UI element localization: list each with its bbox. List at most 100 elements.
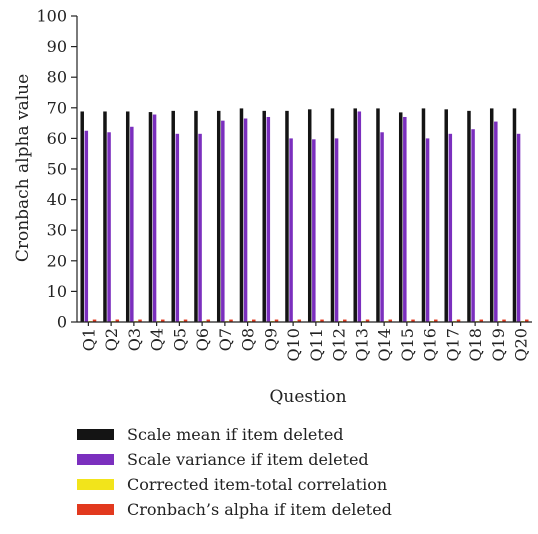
bar-series-4-q20: [525, 319, 529, 322]
bar-series-4-q16: [434, 319, 438, 322]
bar-series-2-q17: [448, 133, 453, 322]
bar-series-2-q18: [471, 129, 475, 322]
bar-series-2-q7: [221, 120, 225, 322]
bar-series-1-q7: [216, 110, 221, 322]
bar-series-1-q16: [421, 108, 426, 322]
bar-series-4-q4: [161, 319, 165, 322]
y-axis: 0 10 20 30 40 50 60 70 80 90 100: [36, 7, 78, 332]
y-tick-label: 20: [47, 251, 67, 270]
bar-series-4-q5: [183, 319, 188, 322]
bar-series-4-q10: [297, 319, 302, 322]
x-tick-label: Q4: [148, 328, 167, 351]
bar-series-4-q3: [138, 319, 142, 322]
x-axis-title: Question: [269, 387, 346, 407]
legend-label-4: Cronbach’s alpha if item deleted: [127, 500, 392, 519]
bar-series-2-q20: [516, 133, 521, 322]
x-tick-label: Q16: [421, 328, 440, 361]
y-tick-label: 70: [47, 98, 67, 117]
x-tick-label: Q18: [466, 328, 485, 361]
bar-series-2-q8: [243, 118, 248, 322]
bar-series-1-q2: [103, 111, 107, 322]
y-tick-label: 0: [57, 313, 67, 332]
bar-series-2-q13: [357, 111, 362, 322]
bar-series-4-q18: [479, 319, 484, 322]
x-tick-label: Q17: [443, 328, 462, 361]
bar-series-2-q2: [107, 132, 111, 322]
bars: [80, 108, 529, 322]
x-tick-label: Q2: [102, 328, 121, 351]
bar-series-4-q17: [456, 319, 461, 322]
bar-series-1-q15: [398, 112, 403, 322]
bar-series-2-q15: [403, 116, 407, 322]
bar-series-1-q1: [80, 111, 84, 322]
x-tick-label: Q15: [398, 328, 417, 361]
bar-series-2-q14: [380, 132, 384, 322]
y-tick-label: 100: [36, 7, 67, 26]
bar-series-4-q2: [115, 319, 120, 322]
bar-series-1-q18: [467, 110, 471, 322]
bar-series-1-q6: [194, 110, 198, 322]
bar-series-1-q8: [239, 108, 244, 322]
bar-series-1-q13: [353, 108, 357, 322]
x-tick-label: Q10: [284, 328, 303, 361]
bar-series-4-q19: [502, 319, 506, 322]
legend-label-1: Scale mean if item deleted: [127, 425, 344, 444]
legend-label-2: Scale variance if item deleted: [127, 450, 369, 469]
bar-series-2-q12: [334, 138, 339, 322]
legend-label-3: Corrected item-total correlation: [127, 475, 387, 494]
legend-swatch-3: [77, 479, 114, 490]
x-tick-label: Q20: [512, 328, 531, 361]
y-axis-title: Cronbach alpha value: [13, 74, 33, 262]
bar-series-4-q11: [320, 319, 324, 322]
bar-series-4-q6: [206, 319, 211, 322]
x-tick-label: Q5: [170, 328, 189, 351]
bar-series-1-q4: [148, 112, 153, 322]
legend: Scale mean if item deleted Scale variance…: [77, 425, 392, 519]
bar-series-2-q16: [425, 138, 430, 322]
bar-series-2-q19: [494, 121, 498, 322]
bar-series-4-q9: [274, 319, 279, 322]
bar-series-4-q14: [388, 319, 393, 322]
bar-series-1-q11: [307, 109, 312, 322]
bar-series-1-q17: [444, 109, 448, 322]
bar-series-2-q9: [266, 116, 271, 322]
y-tick-label: 50: [47, 160, 67, 179]
bar-series-1-q12: [330, 108, 335, 322]
y-tick-label: 10: [47, 282, 67, 301]
bar-series-1-q19: [489, 108, 494, 322]
x-tick-label: Q19: [489, 328, 508, 361]
legend-swatch-4: [77, 504, 114, 515]
x-tick-label: Q11: [307, 328, 326, 361]
legend-swatch-1: [77, 429, 114, 440]
x-tick-label: Q7: [216, 328, 235, 351]
x-tick-label: Q14: [375, 328, 394, 361]
x-tick-label: Q12: [330, 328, 349, 361]
x-tick-label: Q3: [125, 328, 144, 351]
bar-series-2-q3: [130, 126, 134, 322]
bar-series-2-q5: [175, 133, 180, 322]
x-axis: Q1 Q2 Q3 Q4 Q5 Q6 Q7 Q8 Q9 Q10 Q11 Q12 Q13 Q14 Q15 Q16 Q…: [77, 321, 532, 361]
bar-series-2-q4: [152, 114, 157, 322]
bar-series-1-q9: [262, 110, 266, 322]
legend-swatch-2: [77, 454, 114, 465]
y-tick-label: 80: [47, 68, 67, 87]
bar-series-4-q15: [411, 319, 415, 322]
bar-series-4-q7: [229, 319, 233, 322]
bar-series-4-q13: [365, 319, 370, 322]
y-tick-label: 60: [47, 129, 67, 148]
bar-series-1-q3: [125, 111, 130, 322]
bar-series-1-q20: [512, 108, 517, 322]
bar-series-4-q8: [252, 319, 256, 322]
y-tick-label: 90: [47, 37, 67, 56]
y-tick-label: 40: [47, 190, 67, 209]
bar-series-2-q6: [198, 133, 202, 322]
x-tick-label: Q1: [79, 328, 98, 351]
y-tick-label: 30: [47, 221, 67, 240]
bar-series-4-q12: [343, 319, 347, 322]
bar-series-4-q1: [92, 319, 97, 322]
x-tick-label: Q6: [193, 328, 212, 351]
bar-series-1-q10: [285, 110, 289, 322]
bar-series-2-q1: [84, 130, 89, 322]
x-tick-label: Q9: [261, 328, 280, 351]
